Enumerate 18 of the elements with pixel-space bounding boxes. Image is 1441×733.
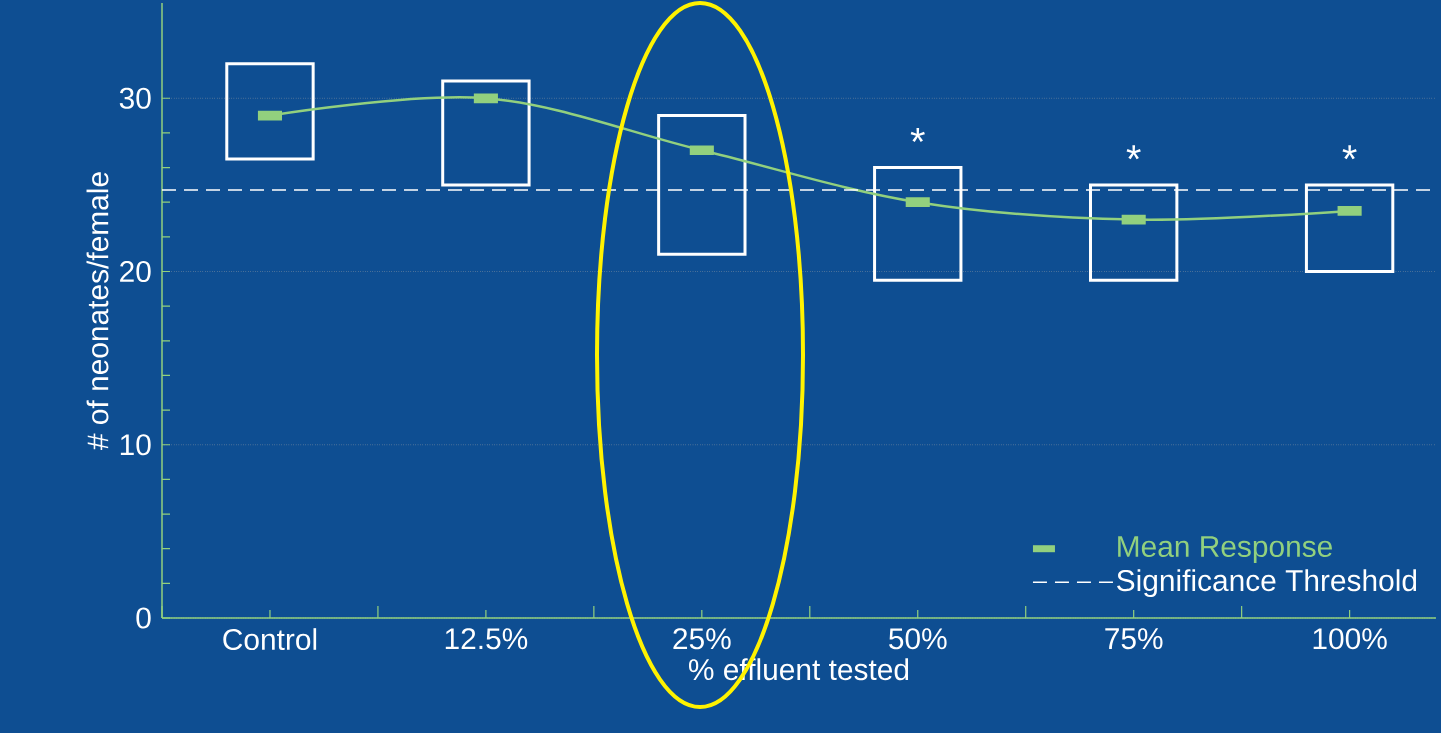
bar: [441, 79, 531, 187]
y-tick-label: 10: [120, 434, 151, 456]
y-tick-label: 0: [136, 607, 151, 629]
bar: [225, 62, 315, 161]
x-tick-label: Control: [223, 628, 317, 651]
y-tick-label: 30: [119, 87, 151, 109]
annotation: *: [1342, 145, 1357, 160]
legend-label: Significance Threshold: [1117, 569, 1417, 598]
annotation: *: [1126, 145, 1141, 160]
annotation: *: [910, 128, 925, 142]
y-tick-label: 20: [120, 260, 151, 283]
x-tick-label: 25%: [673, 628, 731, 650]
x-tick-label: 100%: [1313, 628, 1387, 650]
y-axis-title: # of neonates/female: [86, 172, 109, 450]
x-tick-label: 12.5%: [445, 628, 528, 650]
x-tick-label: 75%: [1105, 628, 1163, 650]
legend-label: Mean Response: [1118, 536, 1332, 563]
x-tick-label: 50%: [889, 628, 947, 650]
